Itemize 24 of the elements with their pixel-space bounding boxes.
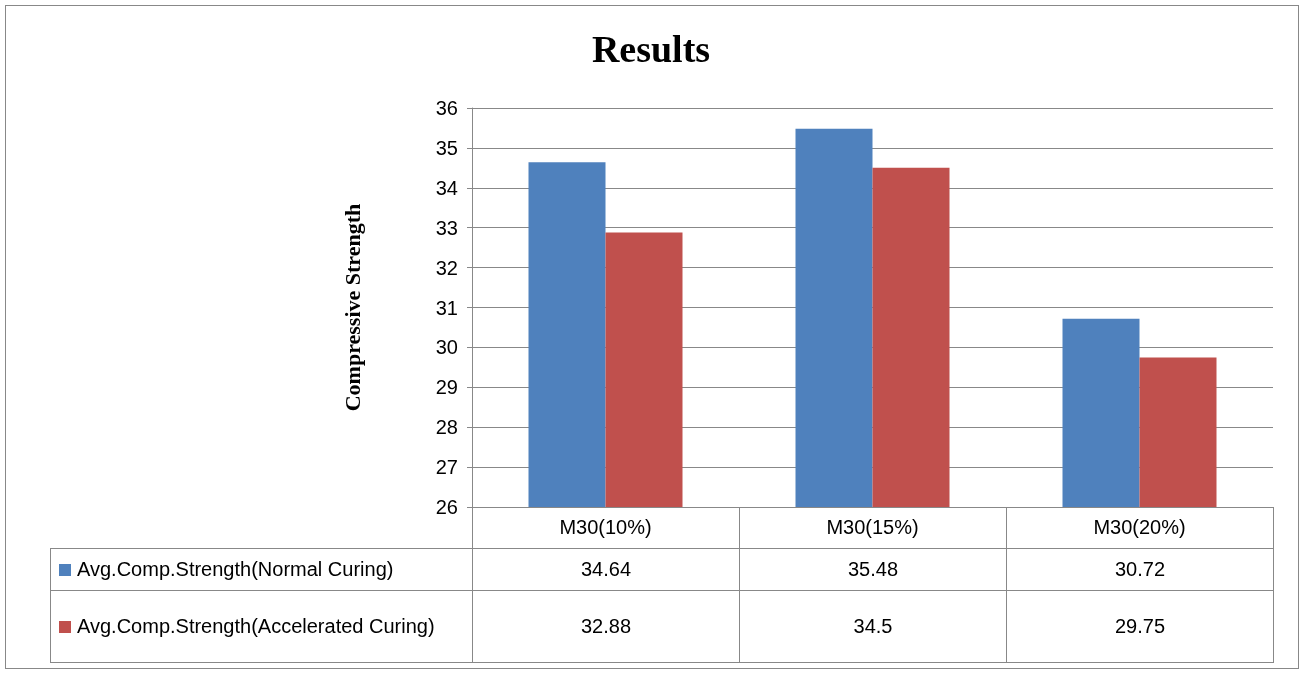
y-tick-label: 30 [435,336,458,359]
chart-title: Results [591,28,711,70]
y-tick-label: 26 [435,496,458,518]
x-tick-label: M30(10%) [559,516,652,538]
y-axis-title: Compressive Strength [339,203,365,412]
y-tick-label: 27 [435,456,458,479]
y-tick-label: 29 [435,376,458,399]
data-label: 32.88 [472,590,740,663]
y-tick-label: 28 [435,416,458,439]
data-label: 34.5 [739,590,1007,663]
y-tick-label: 32 [435,256,458,279]
y-tick-label: 33 [435,216,458,239]
y-tick-label: 31 [435,296,458,319]
data-label: 29.75 [1006,590,1274,663]
data-label: 35.48 [739,548,1007,591]
x-tick-label: M30(20%) [1093,516,1186,538]
legend-label: Avg.Comp.Strength(Normal Curing) [77,558,394,580]
x-tick-label: M30(15%) [826,516,919,538]
y-tick-label: 35 [435,136,458,159]
legend-label: Avg.Comp.Strength(Accelerated Curing) [77,615,435,637]
y-tick-label: 36 [435,97,458,119]
data-label: 30.72 [1006,548,1274,591]
data-label: 34.64 [472,548,740,591]
y-tick-label: 34 [435,176,458,199]
